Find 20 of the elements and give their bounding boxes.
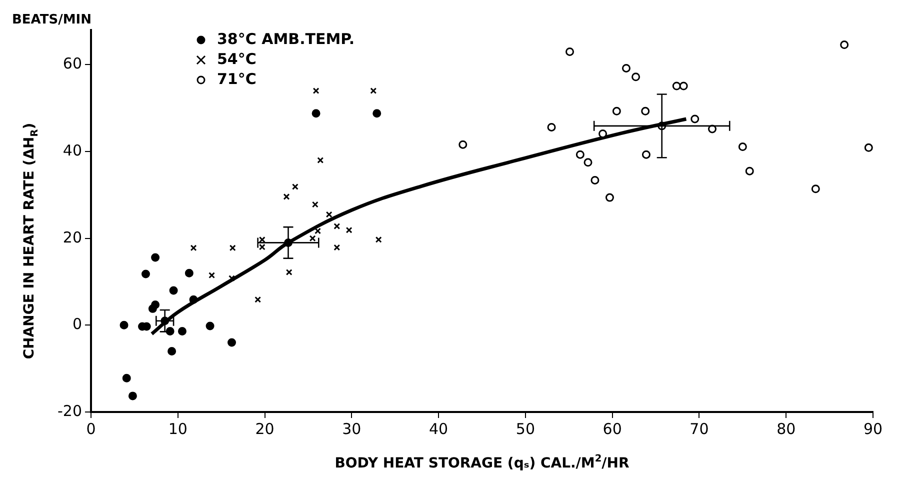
legend-label: 54°C <box>217 50 256 68</box>
y-tick-label: 60 <box>62 54 82 73</box>
legend-label: 71°C <box>217 70 256 88</box>
y-tick-label: -20 <box>58 402 82 420</box>
x-tick-label: 10 <box>168 420 188 438</box>
y-tick-label: 20 <box>62 228 82 246</box>
x-tick-label: 20 <box>255 420 274 438</box>
y-axis-title: CHANGE IN HEART RATE (ΔHR) <box>22 122 40 360</box>
legend-label: 38°C AMB.TEMP. <box>217 30 355 48</box>
x-tick-label: 40 <box>429 420 448 438</box>
y-tick-label: 40 <box>62 141 82 160</box>
x-tick-label: 80 <box>776 420 796 438</box>
text: BEATS/MIN <box>12 12 92 28</box>
x-tick-label: 70 <box>690 420 709 438</box>
x-tick-label: 0 <box>86 420 96 438</box>
x-tick-label: 60 <box>602 420 622 438</box>
x-tick-label: 30 <box>342 420 362 438</box>
y-tick-label: 0 <box>72 315 82 334</box>
x-tick-label: 90 <box>863 420 883 438</box>
x-tick-label: 50 <box>516 420 535 438</box>
